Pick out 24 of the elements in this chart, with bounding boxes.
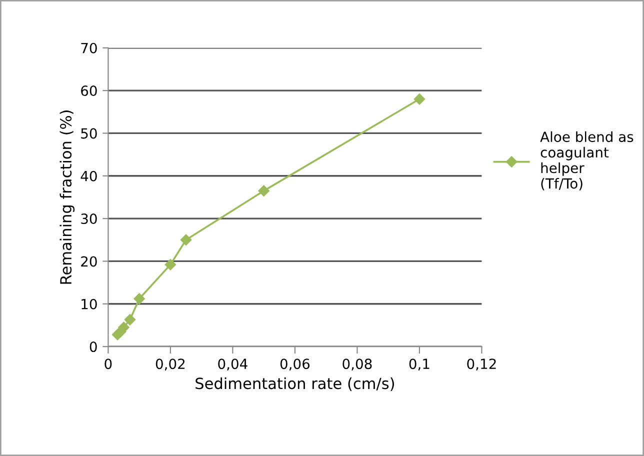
y-tick-label: 40: [80, 170, 97, 182]
x-tick-label: 0,06: [280, 358, 310, 371]
point: [124, 314, 136, 326]
x-tick-label: 0,08: [342, 358, 372, 371]
y-tick-label: 10: [82, 298, 97, 310]
x-tick-label: 0,12: [467, 358, 496, 371]
y-tick-label: 20: [81, 256, 97, 267]
x-tick-label: 0,04: [218, 358, 248, 371]
y-tick-label: 60: [81, 86, 97, 96]
legend-label: Aloe blend as coagulant helper (Tf/To): [540, 131, 634, 190]
point: [180, 234, 192, 246]
x-tick-label: 0,02: [156, 358, 185, 371]
x-tick-label: 0,1: [409, 358, 430, 371]
y-axis-title: Remaining fraction (%): [60, 110, 75, 284]
y-tick-label: 50: [81, 128, 97, 139]
point: [258, 185, 270, 196]
y-tick-label: 30: [81, 214, 97, 224]
point: [414, 93, 426, 105]
x-tick-label: 0: [104, 358, 112, 370]
point: [134, 293, 145, 304]
x-axis-title: Sedimentation rate (cm/s): [196, 377, 394, 391]
point: [164, 259, 176, 270]
y-tick-label: 70: [81, 42, 97, 54]
y-tick-label: 0: [90, 342, 97, 352]
